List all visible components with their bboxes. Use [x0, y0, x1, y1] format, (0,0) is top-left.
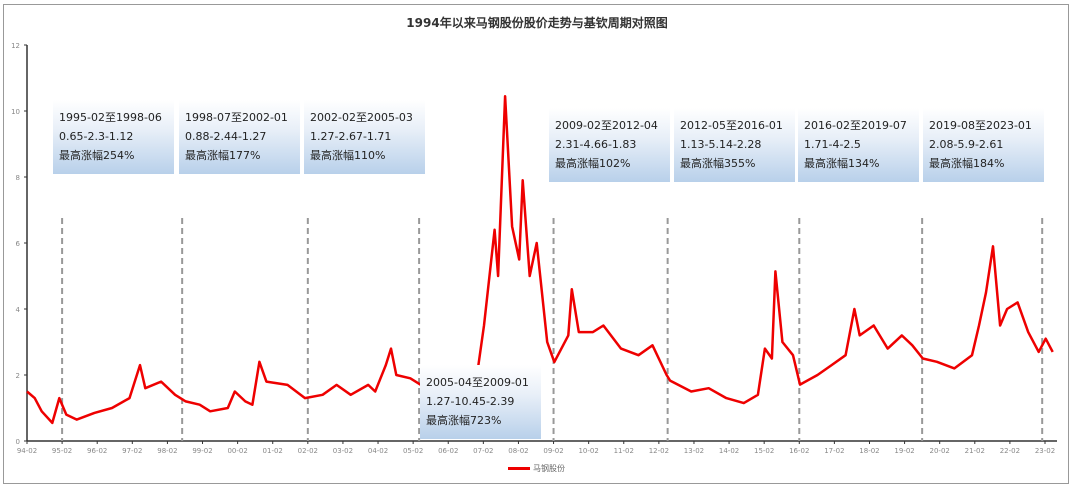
x-tick-label: 97-02 — [122, 447, 142, 455]
annotation-prices: 2.08-5.9-2.61 — [929, 138, 1004, 151]
x-tick-label: 21-02 — [965, 447, 985, 455]
annotation-prices: 1.71-4-2.5 — [804, 138, 861, 151]
cycle-annotation-box: 2019-08至2023-01 2.08-5.9-2.61 最高涨幅184% — [923, 108, 1044, 182]
cycle-annotation-box: 2009-02至2012-04 2.31-4.66-1.83 最高涨幅102% — [549, 108, 670, 182]
x-tick-label: 04-02 — [368, 447, 388, 455]
x-tick-label: 22-02 — [1000, 447, 1020, 455]
x-tick-label: 15-02 — [754, 447, 774, 455]
cycle-annotation-box: 2016-02至2019-07 1.71-4-2.5 最高涨幅134% — [798, 108, 919, 182]
cycle-annotation-box: 1995-02至1998-06 0.65-2.3-1.12 最高涨幅254% — [53, 100, 174, 174]
annotation-prices: 1.13-5.14-2.28 — [680, 138, 762, 151]
annotation-gain: 最高涨幅723% — [426, 414, 502, 427]
annotation-prices: 0.65-2.3-1.12 — [59, 130, 134, 143]
y-tick-label: 6 — [16, 240, 21, 248]
x-tick-label: 96-02 — [87, 447, 107, 455]
x-tick-label: 08-02 — [508, 447, 528, 455]
cycle-annotation-box: 1998-07至2002-01 0.88-2.44-1.27 最高涨幅177% — [179, 100, 300, 174]
x-tick-label: 10-02 — [578, 447, 598, 455]
x-tick-label: 02-02 — [298, 447, 318, 455]
chart-frame — [3, 4, 1069, 484]
annotation-period: 2019-08至2023-01 — [929, 119, 1032, 132]
x-tick-label: 16-02 — [789, 447, 809, 455]
x-tick-label: 17-02 — [824, 447, 844, 455]
x-tick-label: 03-02 — [333, 447, 353, 455]
annotation-gain: 最高涨幅355% — [680, 157, 756, 170]
y-tick-label: 4 — [16, 306, 21, 314]
annotation-period: 2012-05至2016-01 — [680, 119, 783, 132]
annotation-gain: 最高涨幅110% — [310, 149, 386, 162]
annotation-prices: 0.88-2.44-1.27 — [185, 130, 267, 143]
annotation-period: 2016-02至2019-07 — [804, 119, 907, 132]
y-tick-label: 8 — [16, 174, 20, 182]
chart-title: 1994年以来马钢股份股价走势与基钦周期对照图 — [406, 16, 668, 30]
x-tick-label: 09-02 — [543, 447, 563, 455]
x-tick-label: 18-02 — [859, 447, 879, 455]
x-tick-label: 95-02 — [52, 447, 72, 455]
annotation-gain: 最高涨幅102% — [555, 157, 631, 170]
x-tick-label: 06-02 — [438, 447, 458, 455]
annotation-prices: 1.27-10.45-2.39 — [426, 395, 515, 408]
legend: 马钢股份 — [508, 463, 565, 474]
y-tick-label: 12 — [11, 42, 20, 50]
annotation-prices: 1.27-2.67-1.71 — [310, 130, 392, 143]
cycle-annotation-box: 2002-02至2005-03 1.27-2.67-1.71 最高涨幅110% — [304, 100, 425, 174]
x-tick-label: 23-02 — [1035, 447, 1055, 455]
legend-swatch — [508, 467, 530, 470]
y-tick-label: 2 — [16, 372, 20, 380]
x-tick-label: 94-02 — [17, 447, 37, 455]
x-tick-label: 01-02 — [263, 447, 283, 455]
x-tick-label: 05-02 — [403, 447, 423, 455]
x-tick-label: 19-02 — [894, 447, 914, 455]
x-tick-label: 99-02 — [192, 447, 212, 455]
annotation-gain: 最高涨幅184% — [929, 157, 1005, 170]
x-tick-label: 00-02 — [227, 447, 247, 455]
x-tick-label: 12-02 — [649, 447, 669, 455]
annotation-period: 1998-07至2002-01 — [185, 111, 288, 124]
x-tick-label: 11-02 — [614, 447, 634, 455]
annotation-period: 2009-02至2012-04 — [555, 119, 658, 132]
x-tick-label: 07-02 — [473, 447, 493, 455]
annotation-gain: 最高涨幅134% — [804, 157, 880, 170]
cycle-annotation-box: 2005-04至2009-01 1.27-10.45-2.39 最高涨幅723% — [420, 365, 541, 439]
annotation-period: 1995-02至1998-06 — [59, 111, 162, 124]
x-tick-label: 13-02 — [684, 447, 704, 455]
annotation-gain: 最高涨幅177% — [185, 149, 261, 162]
annotation-period: 2005-04至2009-01 — [426, 376, 529, 389]
annotation-gain: 最高涨幅254% — [59, 149, 135, 162]
x-tick-label: 20-02 — [930, 447, 950, 455]
cycle-annotation-box: 2012-05至2016-01 1.13-5.14-2.28 最高涨幅355% — [674, 108, 795, 182]
annotation-period: 2002-02至2005-03 — [310, 111, 413, 124]
y-tick-label: 10 — [11, 108, 20, 116]
price-line — [26, 94, 1054, 425]
legend-label: 马钢股份 — [533, 464, 565, 473]
x-tick-label: 98-02 — [157, 447, 177, 455]
x-tick-label: 14-02 — [719, 447, 739, 455]
annotation-prices: 2.31-4.66-1.83 — [555, 138, 637, 151]
y-tick-label: 0 — [16, 438, 20, 446]
